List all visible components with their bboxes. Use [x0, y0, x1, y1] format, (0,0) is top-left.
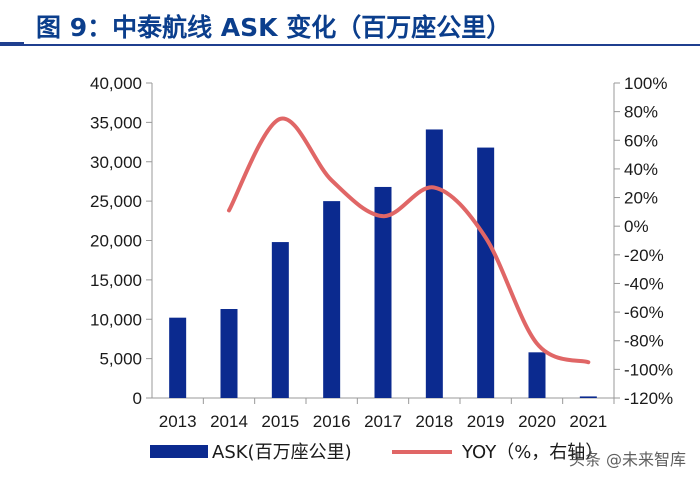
right-tick-label: -80% — [624, 332, 664, 351]
left-tick-label: 25,000 — [90, 192, 142, 211]
x-tick-label: 2021 — [569, 412, 607, 431]
legend-label-ask: ASK(百万座公里) — [212, 442, 352, 463]
right-tick-label: -60% — [624, 303, 664, 322]
x-tick-label: 2014 — [210, 412, 248, 431]
x-tick-label: 2017 — [364, 412, 402, 431]
left-tick-label: 40,000 — [90, 74, 142, 93]
left-tick-label: 35,000 — [90, 113, 142, 132]
x-tick-label: 2013 — [159, 412, 197, 431]
right-tick-label: 20% — [624, 189, 658, 208]
right-tick-label: -20% — [624, 246, 664, 265]
left-tick-label: 15,000 — [90, 271, 142, 290]
left-tick-label: 5,000 — [99, 350, 142, 369]
x-tick-label: 2016 — [313, 412, 351, 431]
x-tick-label: 2020 — [518, 412, 556, 431]
right-tick-label: 100% — [624, 74, 667, 93]
left-tick-label: 20,000 — [90, 232, 142, 251]
bar-2018 — [425, 129, 443, 398]
right-tick-label: 80% — [624, 103, 658, 122]
bar-2020 — [528, 352, 546, 398]
title-bar: 图 9：中泰航线 ASK 变化（百万座公里） — [0, 0, 700, 46]
legend-swatch-ask — [150, 445, 208, 458]
bar-2015 — [271, 242, 289, 398]
bar-2013 — [169, 317, 187, 398]
right-tick-label: -100% — [624, 360, 673, 379]
watermark: 头条 @未来智库 — [568, 450, 686, 469]
right-tick-label: 40% — [624, 160, 658, 179]
bar-2019 — [477, 147, 495, 398]
chart-title: 图 9：中泰航线 ASK 变化（百万座公里） — [36, 13, 512, 42]
bar-2017 — [374, 186, 392, 398]
left-tick-label: 10,000 — [90, 310, 142, 329]
bar-2016 — [323, 201, 341, 398]
yoy-line — [227, 116, 591, 365]
right-tick-label: -40% — [624, 274, 664, 293]
title-accent-mark — [0, 42, 24, 46]
x-tick-label: 2015 — [261, 412, 299, 431]
x-tick-label: 2018 — [415, 412, 453, 431]
bar-2014 — [220, 309, 238, 398]
legend-label-yoy: YOY（%，右轴） — [461, 442, 603, 463]
right-tick-label: -120% — [624, 389, 673, 408]
right-tick-label: 60% — [624, 131, 658, 150]
left-tick-label: 0 — [133, 389, 142, 408]
left-tick-label: 30,000 — [90, 153, 142, 172]
x-tick-label: 2019 — [467, 412, 505, 431]
bar-2021 — [579, 396, 597, 398]
right-tick-label: 0% — [624, 217, 649, 236]
title-divider — [0, 44, 700, 46]
